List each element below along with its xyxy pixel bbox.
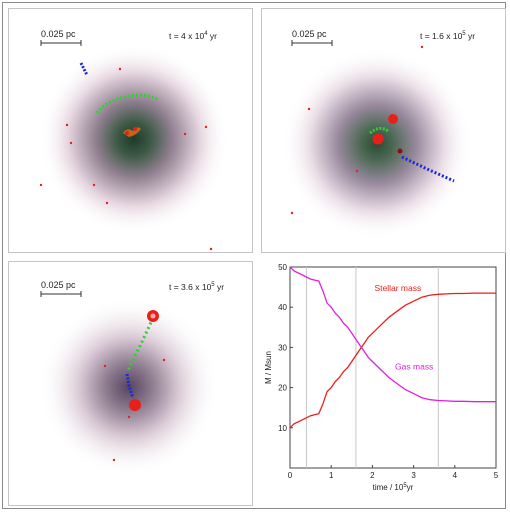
snapshot-3-canvas: [39, 291, 219, 477]
scale-label: 0.025 pc: [41, 280, 76, 290]
snapshot-panel-1: 0.025 pc t = 4 x 104 yr: [8, 8, 253, 253]
x-tick-label: 5: [494, 471, 499, 480]
x-tick-label: 4: [453, 471, 458, 480]
x-axis-label-text: time / 10: [373, 483, 404, 492]
star-marker: [65, 123, 69, 127]
star-marker: [397, 148, 403, 154]
mass-chart: 0 1 2 3 4 5 10 20 30 40 50 Stellar mass Gas mass M / …: [264, 263, 499, 492]
gas-cloud: [39, 297, 219, 477]
gas-cloud: [39, 44, 229, 234]
star-marker: [112, 458, 116, 462]
green-trail: [369, 126, 389, 135]
snapshot-panel-3: 0.025 pc t = 3.6 x 105 yr: [8, 261, 253, 506]
snapshot-1-canvas: [39, 40, 229, 251]
series-line-gas-mass: [289, 266, 496, 403]
star-marker: [105, 201, 109, 205]
mass-chart-panel: 0 1 2 3 4 5 10 20 30 40 50 Stellar mass Gas mass M / …: [261, 261, 504, 504]
time-label-exponent: 5: [462, 31, 466, 38]
y-tick-label: 20: [278, 384, 287, 393]
star-marker: [372, 133, 384, 145]
y-tick-label: 40: [278, 303, 287, 312]
x-axis-label-unit: yr: [407, 483, 414, 492]
star-marker: [162, 358, 166, 362]
y-axis-label: M / Msun: [264, 351, 273, 384]
x-axis-label: time / 105yr: [373, 483, 414, 492]
star-marker: [183, 132, 187, 136]
time-label-text: t = 4 x 10: [169, 31, 205, 41]
star-marker: [355, 169, 359, 173]
time-label-exponent: 5: [211, 282, 215, 289]
x-tick-label: 2: [370, 471, 375, 480]
y-tick-label: 30: [278, 343, 287, 352]
star-marker: [420, 45, 424, 49]
green-trail: [95, 93, 158, 114]
star-marker: [127, 415, 131, 419]
star-marker: [209, 247, 213, 251]
star-marker: [388, 114, 398, 124]
time-label-text: t = 1.6 x 10: [420, 31, 463, 41]
time-label: t = 3.6 x 105 yr: [169, 282, 224, 292]
x-tick-label: 0: [288, 471, 293, 480]
series-line-stellar-mass: [289, 292, 496, 429]
time-label-unit: yr: [207, 31, 218, 41]
series-annotation: Stellar mass: [374, 283, 421, 293]
star-marker: [69, 141, 73, 145]
star-marker: [290, 211, 294, 215]
star-marker: [133, 127, 137, 131]
y-tick-label: 10: [278, 424, 287, 433]
time-label-unit: yr: [214, 282, 225, 292]
star-marker: [129, 399, 141, 411]
series-annotation: Gas mass: [395, 362, 433, 372]
snapshot-2-canvas: [282, 40, 472, 239]
time-label-text: t = 3.6 x 10: [169, 282, 212, 292]
star-marker: [125, 131, 129, 135]
star-marker: [103, 364, 107, 368]
blue-trail: [79, 62, 89, 76]
scale-label: 0.025 pc: [292, 29, 327, 39]
star-marker: [118, 67, 122, 71]
x-tick-label: 3: [411, 471, 416, 480]
snapshot-panel-2: 0.025 pc t = 1.6 x 105 yr: [261, 8, 506, 253]
time-label: t = 4 x 104 yr: [169, 31, 217, 41]
scale-label: 0.025 pc: [41, 29, 76, 39]
star-marker-highlight: [150, 313, 156, 319]
blue-trail: [125, 373, 135, 399]
time-label-unit: yr: [465, 31, 476, 41]
time-label: t = 1.6 x 105 yr: [420, 31, 475, 41]
plot-area: [289, 266, 497, 469]
star-marker: [204, 125, 208, 129]
x-axis-label-exponent: 5: [403, 483, 407, 489]
blue-trail: [401, 155, 455, 183]
star-marker: [307, 107, 311, 111]
star-marker: [92, 183, 96, 187]
x-tick-label: 1: [329, 471, 334, 480]
y-tick-label: 50: [278, 263, 287, 272]
star-marker: [39, 183, 43, 187]
time-label-exponent: 4: [204, 31, 208, 38]
